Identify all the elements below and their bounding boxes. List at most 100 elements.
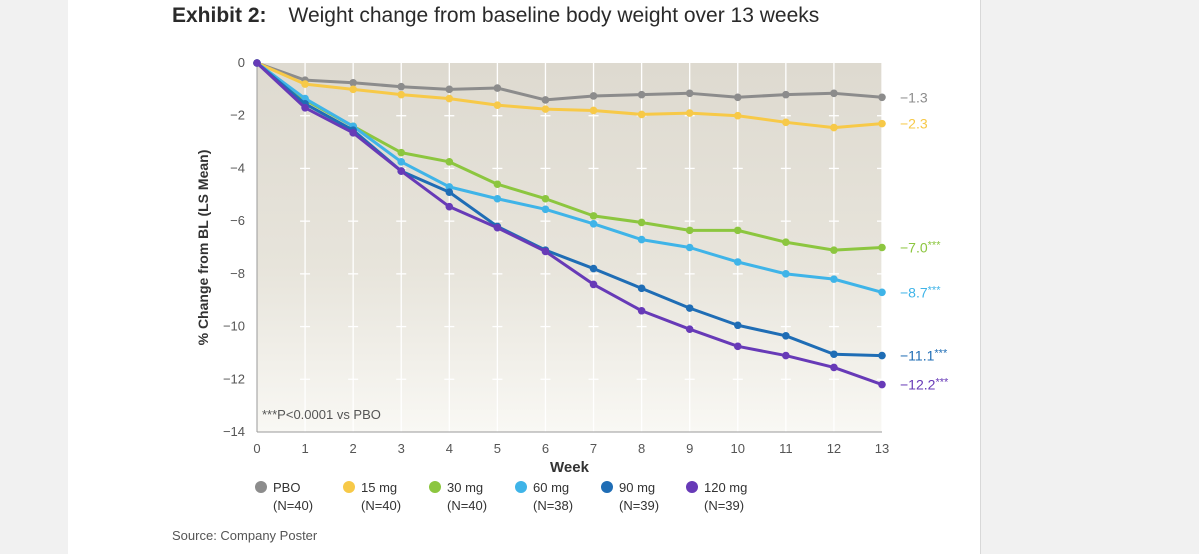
data-point <box>878 351 886 360</box>
y-tick-label: −8 <box>230 266 245 281</box>
data-point <box>733 258 742 266</box>
end-value-label: −1.3 <box>900 89 928 105</box>
end-value-label: −8.7*** <box>900 284 941 300</box>
legend-swatch <box>255 481 267 493</box>
significance-note: ***P<0.0001 vs PBO <box>262 407 381 422</box>
end-labels: −1.3 −2.3 −7.0*** −8.7*** −11.1*** −12.2*** <box>900 89 949 392</box>
data-point <box>445 158 454 166</box>
x-tick-label: 3 <box>398 441 405 456</box>
data-point <box>493 84 502 92</box>
series-group <box>253 59 886 389</box>
legend-name: 60 mg <box>533 480 569 495</box>
chart-title: Weight change from baseline body weight … <box>288 4 820 27</box>
legend-swatch <box>601 481 613 493</box>
x-tick-label: 12 <box>827 441 841 456</box>
data-point <box>637 235 646 244</box>
weight-change-chart: 0−2−4−6−8−10−12−140 1 2 3 4 5 6 7 8 9 10 11 12 13 −1.… <box>195 55 949 513</box>
end-value-label: −11.1*** <box>900 348 948 364</box>
legend-item: PBO (N=40) <box>255 480 313 513</box>
data-point <box>253 59 261 67</box>
data-point <box>589 106 598 115</box>
y-tick-label: −14 <box>223 424 245 439</box>
y-tick-label: −2 <box>230 108 245 123</box>
x-tick-label: 4 <box>446 441 453 456</box>
x-tick-label: 8 <box>638 441 645 456</box>
data-point <box>349 85 357 94</box>
x-tick-label: 0 <box>253 441 260 456</box>
data-point <box>349 129 357 137</box>
y-tick-label: −10 <box>223 319 245 334</box>
legend-swatch <box>429 481 441 493</box>
series-line <box>255 61 883 386</box>
y-tick-label: 0 <box>238 55 245 70</box>
data-point <box>541 247 550 256</box>
series-line <box>256 61 883 294</box>
legend-n: (N=39) <box>619 498 659 513</box>
legend-item: 90 mg (N=39) <box>601 480 659 513</box>
data-point <box>637 306 646 315</box>
x-tick-label: 2 <box>350 441 357 456</box>
legend: PBO (N=40) 15 mg (N=40) 30 mg (N=40) 60 mg (N=3… <box>255 480 747 513</box>
data-point <box>301 104 309 112</box>
data-point <box>541 194 550 203</box>
x-tick-label: 7 <box>590 441 597 456</box>
axes: 0−2−4−6−8−10−12−140 1 2 3 4 5 6 7 8 9 10 11 12 13 <box>223 55 889 456</box>
y-tick-label: −12 <box>223 371 245 386</box>
data-point <box>445 188 454 196</box>
data-point <box>349 78 357 87</box>
data-point <box>685 325 694 334</box>
data-point <box>733 226 742 235</box>
legend-swatch <box>686 481 698 493</box>
data-point <box>878 380 886 389</box>
data-point <box>782 270 790 278</box>
data-point <box>445 202 454 211</box>
data-point <box>637 90 646 99</box>
source-note: Source: Company Poster <box>172 528 318 543</box>
data-point <box>685 89 694 98</box>
data-point <box>782 351 790 360</box>
series-120-mg <box>253 59 886 389</box>
data-point <box>493 101 502 109</box>
data-point <box>493 180 502 189</box>
series-line <box>256 61 883 130</box>
legend-n: (N=39) <box>704 498 744 513</box>
data-point <box>830 363 838 372</box>
data-point <box>589 264 598 273</box>
legend-n: (N=40) <box>447 498 487 513</box>
legend-name: 15 mg <box>361 480 397 495</box>
data-point <box>397 167 406 175</box>
y-axis-label: % Change from BL (LS Mean) <box>195 150 211 346</box>
data-point <box>637 218 646 227</box>
plot-area <box>257 63 882 432</box>
data-point <box>685 243 694 252</box>
legend-swatch <box>343 481 355 493</box>
end-value-label: −2.3 <box>900 116 928 132</box>
data-point <box>445 94 454 103</box>
x-tick-label: 10 <box>731 441 745 456</box>
x-tick-label: 5 <box>494 441 501 456</box>
data-point <box>445 183 454 191</box>
y-tick-label: −6 <box>230 213 245 228</box>
data-point <box>878 93 886 102</box>
end-value-label: −12.2*** <box>900 377 949 393</box>
legend-n: (N=40) <box>273 498 313 513</box>
legend-item: 15 mg (N=40) <box>343 480 401 513</box>
end-value-label: −7.0*** <box>900 240 941 256</box>
x-axis-label: Week <box>550 459 590 476</box>
data-point <box>830 89 838 98</box>
legend-name: 30 mg <box>447 480 483 495</box>
x-tick-label: 11 <box>779 441 793 456</box>
data-point <box>733 93 742 102</box>
data-point <box>878 119 886 128</box>
data-point <box>541 105 550 113</box>
data-point <box>685 304 694 312</box>
data-point <box>830 275 838 283</box>
significance-stars: *** <box>928 240 942 252</box>
data-point <box>397 158 406 166</box>
legend-item: 60 mg (N=38) <box>515 480 573 513</box>
series-line <box>256 61 883 358</box>
series-60-mg <box>253 59 886 297</box>
legend-item: 30 mg (N=40) <box>429 480 487 513</box>
data-point <box>493 194 502 203</box>
data-point <box>830 350 838 359</box>
